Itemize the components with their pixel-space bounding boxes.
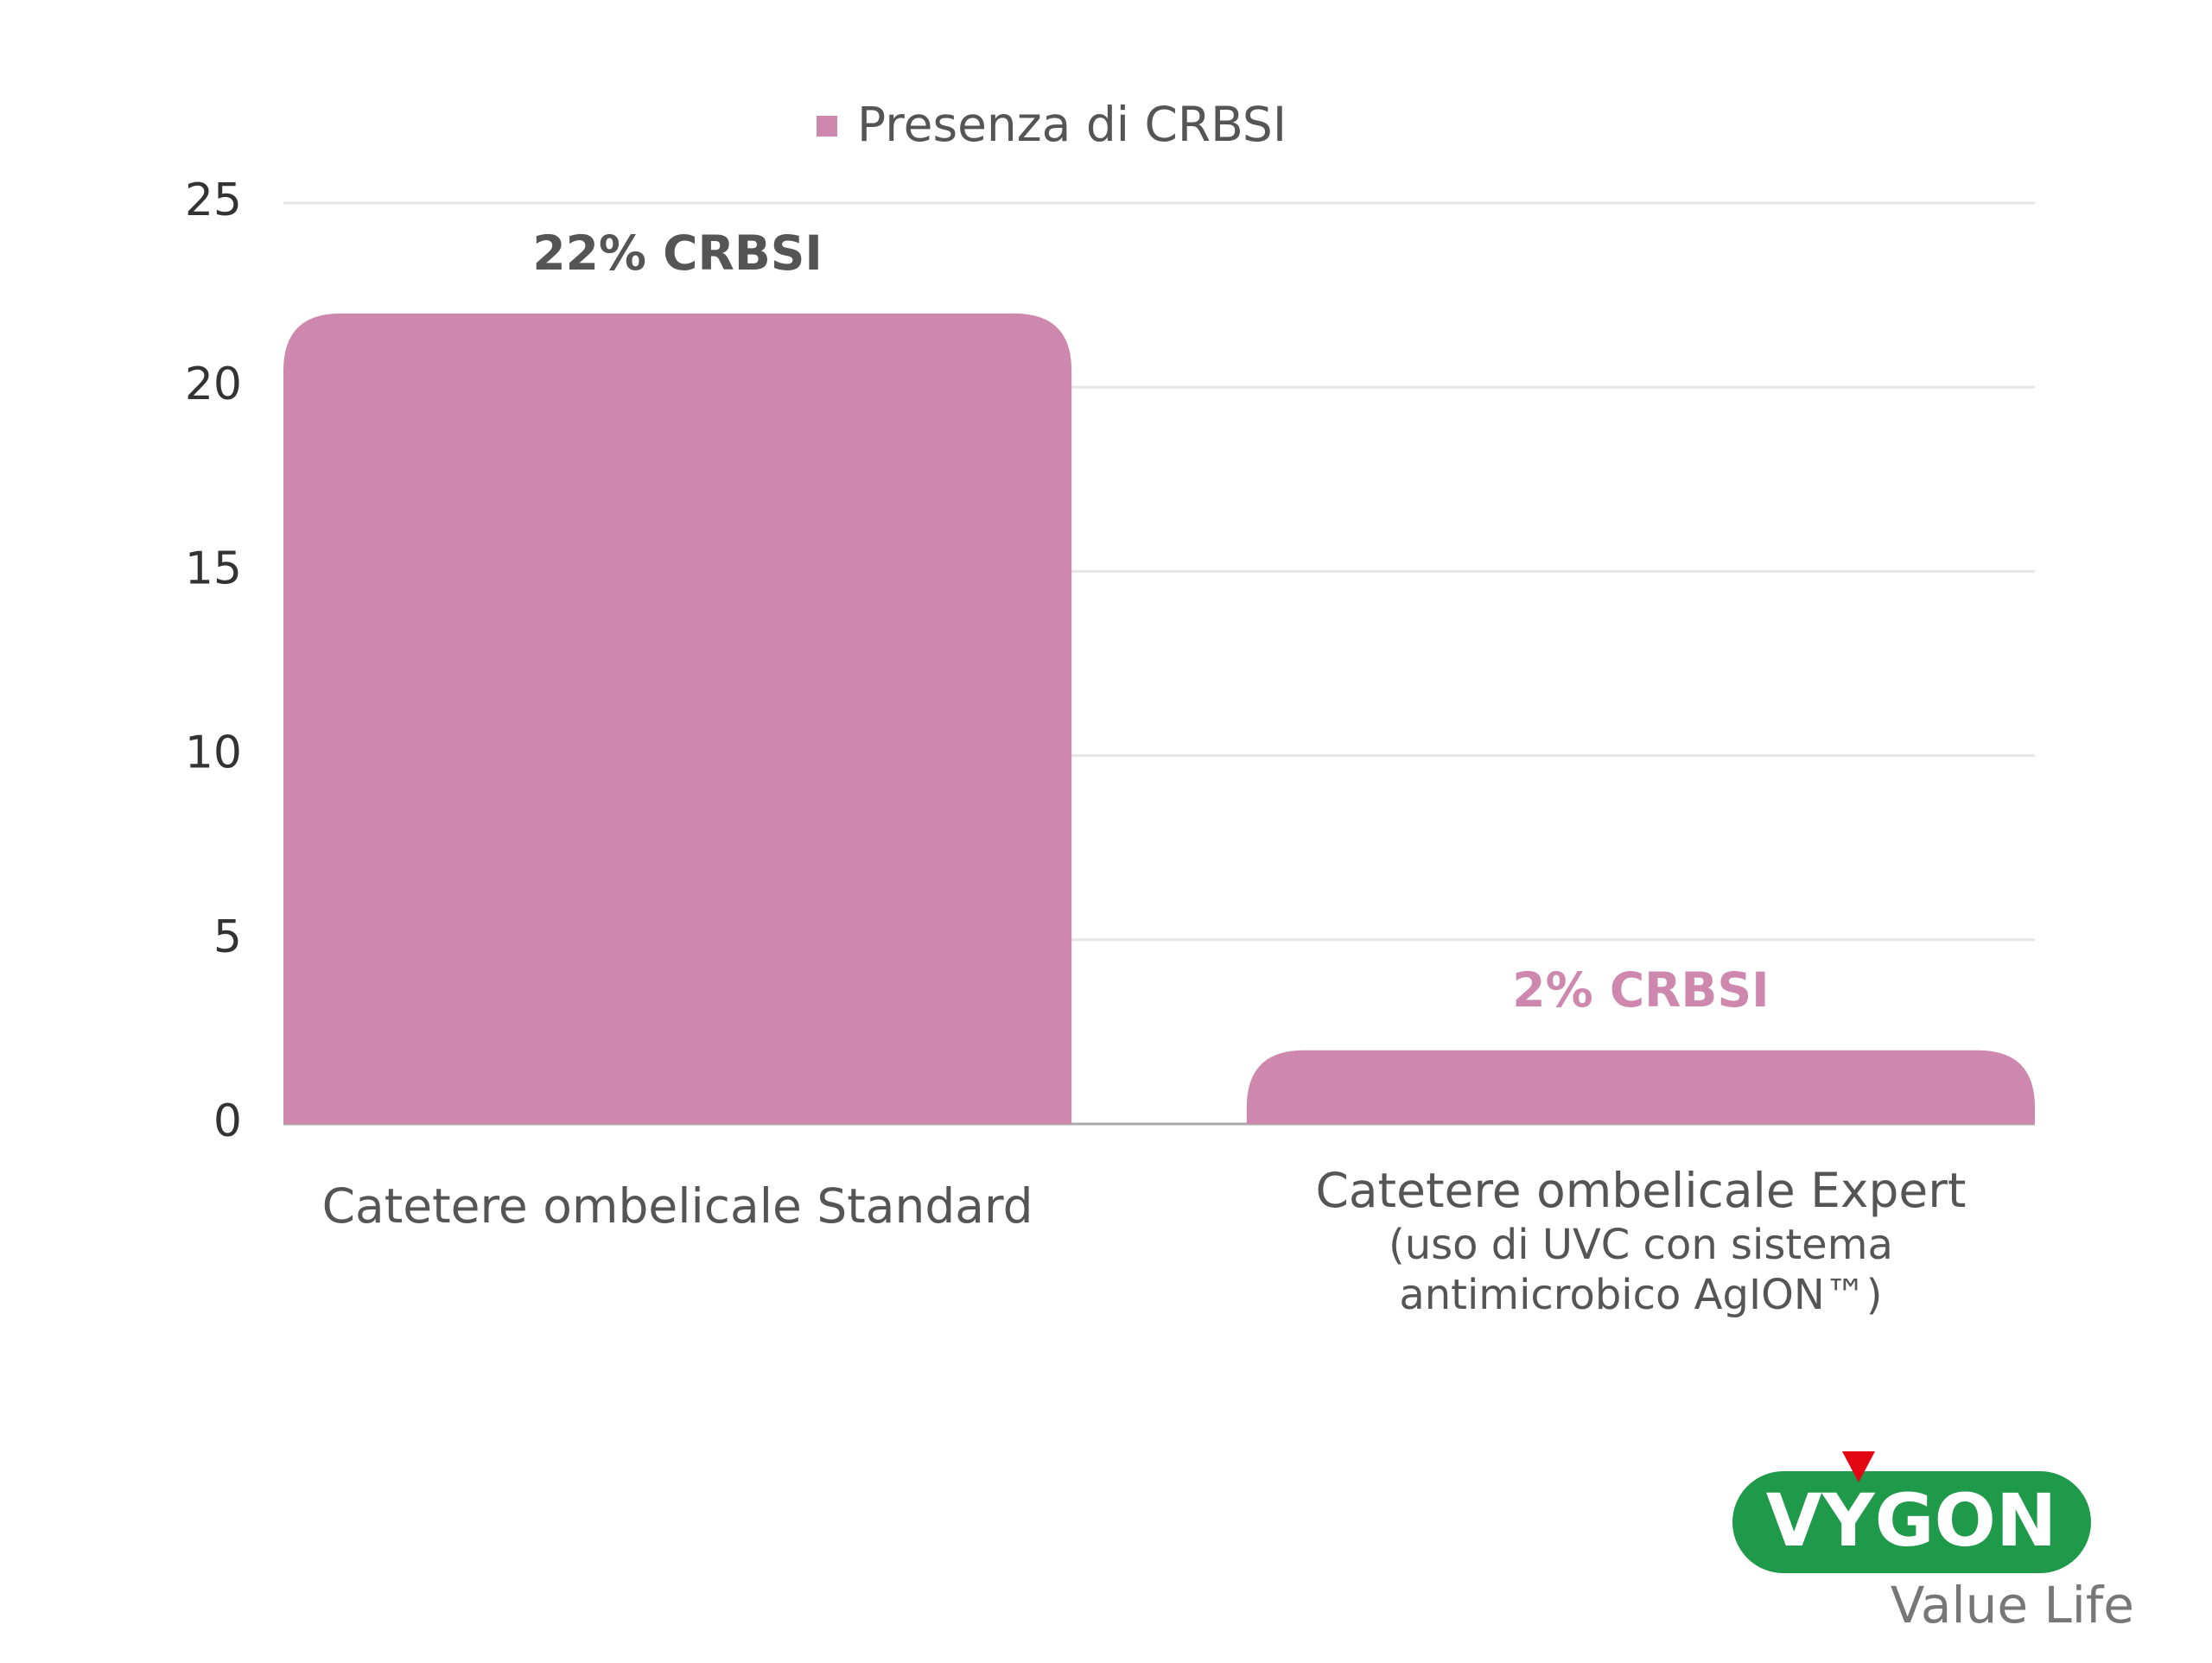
bar [283,313,1072,1124]
logo-mark [1842,1451,1875,1482]
bar [1246,1050,2035,1124]
y-tick-label: 5 [213,911,242,963]
y-tick-label: 0 [213,1095,242,1147]
logo-tagline: Value Life [1891,1576,2134,1634]
y-tick-label: 15 [185,543,242,594]
x-tick-note: (uso di UVC con sistema [1389,1221,1893,1269]
logo: VYGON Value Life [1732,1451,2134,1634]
legend-swatch [817,116,837,136]
logo-badge [1732,1471,2091,1573]
x-tick-label: Catetere ombelicale Expert [1315,1163,1966,1218]
x-tick-label: Catetere ombelicale Standard [322,1178,1033,1234]
y-tick-label: 20 [185,359,242,410]
logo-name: VYGON [1766,1478,2057,1563]
legend-label: Presenza di CRBSI [857,97,1287,152]
value-label: 2% CRBSI [1512,962,1769,1018]
y-tick-label: 25 [185,175,242,226]
x-tick-note: antimicrobico AgION™) [1399,1271,1882,1319]
value-label: 22% CRBSI [532,225,823,281]
y-tick-label: 10 [185,727,242,779]
